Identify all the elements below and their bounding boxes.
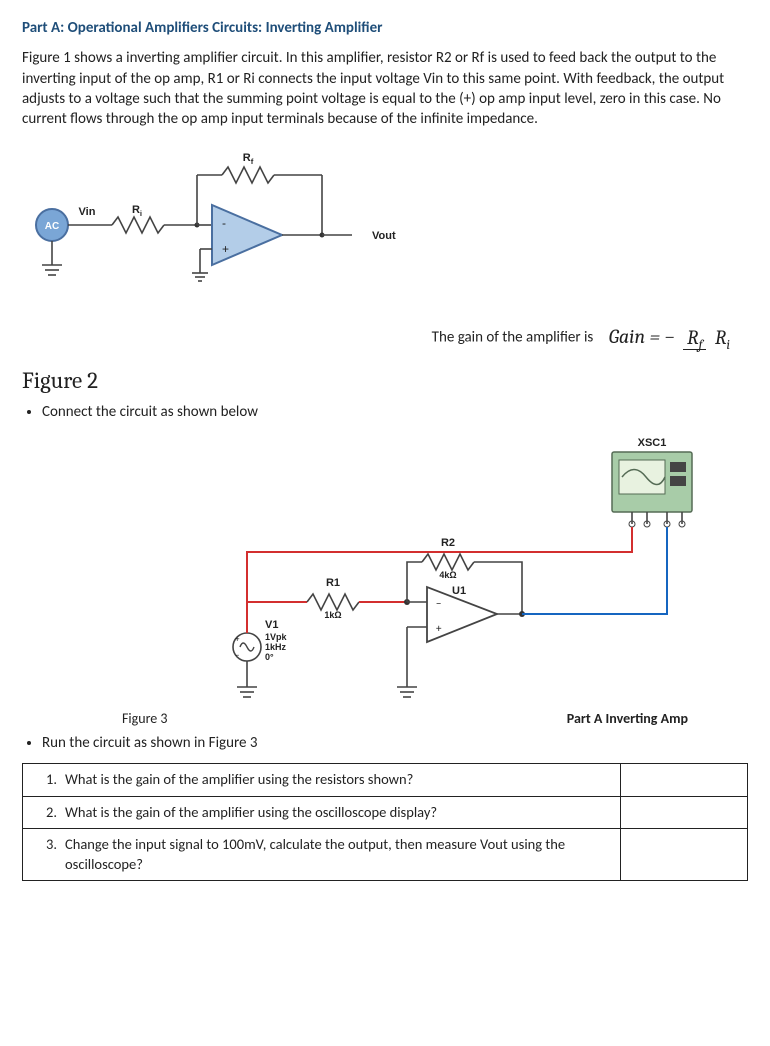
q-number: 3. bbox=[23, 829, 62, 881]
svg-text:+: + bbox=[436, 622, 442, 635]
figure-3-circuit: XSC1 V1 1Vpk 1kHz 0° + − R1 1kΩ bbox=[22, 432, 742, 732]
gain-lead: The gain of the amplifier is bbox=[432, 329, 594, 347]
intro-paragraph: Figure 1 shows a inverting amplifier cir… bbox=[22, 48, 748, 129]
r1-val: 1kΩ bbox=[324, 610, 341, 620]
part-title: Part A: Operational Amplifiers Circuits:… bbox=[22, 18, 748, 38]
figure3-bullet: Run the circuit as shown in Figure 3 bbox=[42, 733, 748, 753]
schematic-inverting-amp: AC Vin Ri Rf - + Vout bbox=[22, 145, 422, 315]
vin-label: Vin bbox=[79, 206, 96, 218]
table-row: 3. Change the input signal to 100mV, cal… bbox=[23, 829, 748, 881]
figure-2-title: Figure 2 bbox=[22, 365, 748, 396]
v1-l3: 0° bbox=[265, 652, 274, 662]
q-text: What is the gain of the amplifier using … bbox=[61, 796, 621, 829]
q-number: 1. bbox=[23, 764, 62, 797]
r2-val: 4kΩ bbox=[439, 570, 456, 580]
ri-label: Ri bbox=[132, 204, 142, 218]
table-row: 1. What is the gain of the amplifier usi… bbox=[23, 764, 748, 797]
questions-table: 1. What is the gain of the amplifier usi… bbox=[22, 763, 748, 881]
q-number: 2. bbox=[23, 796, 62, 829]
ac-label: AC bbox=[45, 221, 59, 232]
rf-label: Rf bbox=[243, 152, 254, 166]
gain-equation: Gain = − Rf Ri bbox=[609, 323, 738, 353]
gain-definition: The gain of the amplifier is Gain = − Rf… bbox=[22, 323, 748, 353]
r2-name: R2 bbox=[441, 537, 455, 549]
figure2-bullet: Connect the circuit as shown below bbox=[42, 402, 748, 422]
svg-text:−: − bbox=[436, 597, 441, 610]
answer-cell[interactable] bbox=[621, 764, 748, 797]
svg-text:+: + bbox=[235, 634, 240, 645]
table-row: 2. What is the gain of the amplifier usi… bbox=[23, 796, 748, 829]
r1-name: R1 bbox=[326, 577, 340, 589]
svg-text:−: − bbox=[235, 650, 239, 661]
vout-label: Vout bbox=[372, 230, 396, 242]
v1-name: V1 bbox=[265, 619, 278, 631]
answer-cell[interactable] bbox=[621, 796, 748, 829]
scope-label: XSC1 bbox=[638, 437, 667, 449]
answer-cell[interactable] bbox=[621, 829, 748, 881]
plus-label: + bbox=[222, 242, 229, 256]
minus-label: - bbox=[222, 216, 226, 230]
q-text: What is the gain of the amplifier using … bbox=[61, 764, 621, 797]
u1-label: U1 bbox=[452, 585, 466, 597]
v1-l2: 1kHz bbox=[265, 642, 287, 652]
v1-l1: 1Vpk bbox=[265, 632, 288, 642]
q-text: Change the input signal to 100mV, calcul… bbox=[61, 829, 621, 881]
